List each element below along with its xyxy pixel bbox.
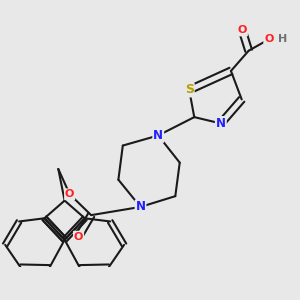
Text: N: N: [216, 117, 226, 130]
Text: N: N: [153, 129, 163, 142]
Text: O: O: [264, 34, 274, 44]
Text: S: S: [185, 83, 194, 96]
Text: O: O: [238, 26, 247, 35]
Text: H: H: [278, 34, 287, 44]
Text: O: O: [74, 232, 83, 242]
Text: N: N: [136, 200, 146, 213]
Text: O: O: [65, 189, 74, 199]
